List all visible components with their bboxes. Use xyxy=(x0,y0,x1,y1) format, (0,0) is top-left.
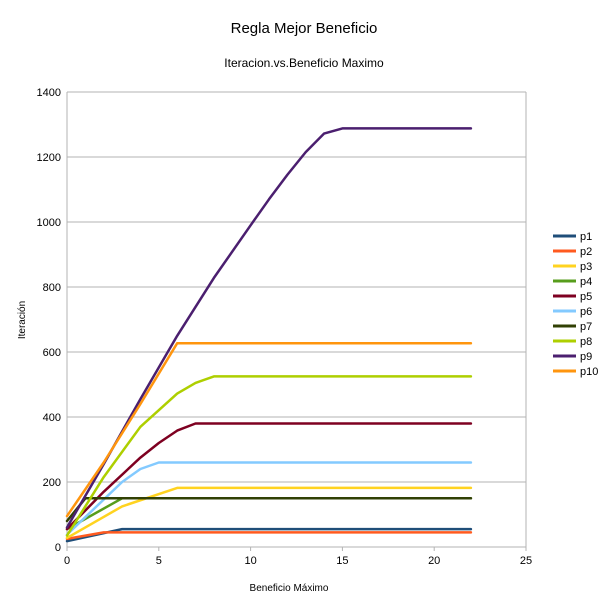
legend-label-p2: p2 xyxy=(580,246,592,258)
series-line-p1 xyxy=(65,527,473,543)
x-tick-label: 10 xyxy=(244,555,256,567)
y-tick-label: 200 xyxy=(43,477,61,489)
series-line-p2 xyxy=(65,531,473,541)
series-line-p4 xyxy=(65,497,473,531)
x-tick-label: 25 xyxy=(520,555,532,567)
series-line-p7 xyxy=(65,497,473,523)
legend-label-p10: p10 xyxy=(580,366,598,378)
y-tick-label: 0 xyxy=(55,542,61,554)
chart-title: Regla Mejor Beneficio xyxy=(231,20,378,37)
legend-label-p8: p8 xyxy=(580,336,592,348)
x-tick-label: 15 xyxy=(336,555,348,567)
legend-label-p9: p9 xyxy=(580,351,592,363)
y-tick-label: 1200 xyxy=(37,152,61,164)
series-line-p3 xyxy=(65,486,473,540)
x-axis-title: Beneficio Máximo xyxy=(250,583,329,594)
legend: p1 p2 p3 p4 p5 p6 p7 p8 p9 p10 xyxy=(553,231,598,378)
x-tick-label: 5 xyxy=(156,555,162,567)
series-line-p8 xyxy=(65,375,473,537)
x-tick-label: 20 xyxy=(428,555,440,567)
series-line-p5 xyxy=(65,422,473,531)
series-line-p10 xyxy=(65,341,473,518)
legend-label-p4: p4 xyxy=(580,276,592,288)
y-tick-label: 1400 xyxy=(37,87,61,99)
y-tick-label: 400 xyxy=(43,412,61,424)
legend-label-p6: p6 xyxy=(580,306,592,318)
axes xyxy=(66,92,527,551)
legend-label-p7: p7 xyxy=(580,321,592,333)
y-tick-label: 1000 xyxy=(37,217,61,229)
legend-label-p1: p1 xyxy=(580,231,592,243)
y-tick-label: 800 xyxy=(43,282,61,294)
x-tick-label: 0 xyxy=(64,555,70,567)
series-lines xyxy=(65,127,473,543)
series-line-p9 xyxy=(65,127,473,529)
tick-labels: 0 200 400 600 800 1000 1200 1400 0 5 10 15 20 25 xyxy=(37,87,533,567)
chart-subtitle: Iteracion.vs.Beneficio Maximo xyxy=(224,56,384,70)
legend-label-p5: p5 xyxy=(580,291,592,303)
grid-lines xyxy=(67,91,526,483)
y-tick-label: 600 xyxy=(43,347,61,359)
legend-label-p3: p3 xyxy=(580,261,592,273)
y-axis-title: Iteración xyxy=(17,301,28,339)
